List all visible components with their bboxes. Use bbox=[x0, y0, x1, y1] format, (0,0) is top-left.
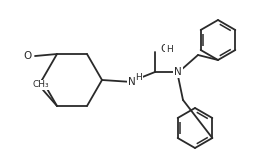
Text: H: H bbox=[136, 72, 142, 81]
Text: O: O bbox=[24, 51, 32, 61]
Text: CH₃: CH₃ bbox=[33, 80, 49, 90]
Text: O: O bbox=[160, 44, 168, 54]
Text: H: H bbox=[166, 44, 173, 53]
Text: N: N bbox=[128, 77, 136, 87]
Text: N: N bbox=[174, 67, 182, 77]
